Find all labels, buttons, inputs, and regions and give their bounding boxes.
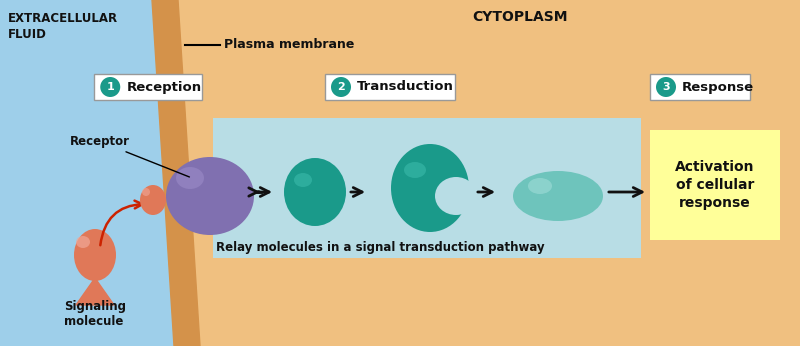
Ellipse shape bbox=[284, 158, 346, 226]
Ellipse shape bbox=[513, 171, 603, 221]
Circle shape bbox=[100, 77, 120, 97]
Ellipse shape bbox=[140, 185, 166, 215]
FancyArrowPatch shape bbox=[100, 201, 142, 245]
Ellipse shape bbox=[166, 157, 254, 235]
FancyBboxPatch shape bbox=[650, 74, 750, 100]
Text: EXTRACELLULAR
FLUID: EXTRACELLULAR FLUID bbox=[8, 12, 118, 41]
Circle shape bbox=[331, 77, 351, 97]
Bar bbox=[0, 0, 175, 346]
Polygon shape bbox=[152, 0, 200, 346]
Text: Transduction: Transduction bbox=[357, 81, 454, 93]
Ellipse shape bbox=[176, 167, 204, 189]
Text: 1: 1 bbox=[106, 82, 114, 92]
Polygon shape bbox=[76, 278, 114, 305]
FancyBboxPatch shape bbox=[94, 74, 202, 100]
Ellipse shape bbox=[74, 229, 116, 281]
Text: 3: 3 bbox=[662, 82, 670, 92]
Text: Reception: Reception bbox=[126, 81, 202, 93]
Text: Receptor: Receptor bbox=[70, 135, 190, 177]
Ellipse shape bbox=[404, 162, 426, 178]
Text: Plasma membrane: Plasma membrane bbox=[224, 38, 354, 52]
Circle shape bbox=[656, 77, 676, 97]
Text: Relay molecules in a signal transduction pathway: Relay molecules in a signal transduction… bbox=[216, 242, 544, 255]
Bar bbox=[650, 130, 780, 240]
Ellipse shape bbox=[76, 236, 90, 248]
FancyBboxPatch shape bbox=[325, 74, 455, 100]
Text: Activation
of cellular
response: Activation of cellular response bbox=[675, 160, 754, 210]
Bar bbox=[213, 118, 641, 258]
Text: 2: 2 bbox=[337, 82, 345, 92]
Text: Response: Response bbox=[682, 81, 754, 93]
Ellipse shape bbox=[142, 188, 150, 196]
Ellipse shape bbox=[528, 178, 552, 194]
Ellipse shape bbox=[294, 173, 312, 187]
Ellipse shape bbox=[435, 177, 477, 215]
Text: Signaling
molecule: Signaling molecule bbox=[64, 300, 126, 328]
Text: CYTOPLASM: CYTOPLASM bbox=[472, 10, 568, 24]
Ellipse shape bbox=[391, 144, 469, 232]
